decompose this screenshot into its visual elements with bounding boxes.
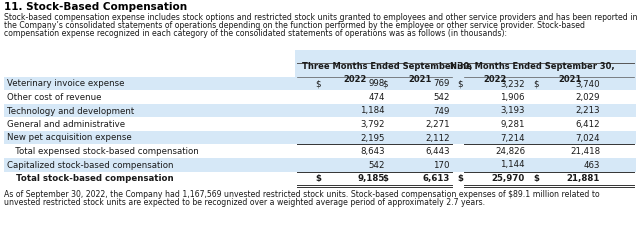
Text: 2,029: 2,029 (575, 93, 600, 102)
Text: New pet acquisition expense: New pet acquisition expense (7, 134, 132, 143)
Text: 25,970: 25,970 (492, 174, 525, 183)
Text: unvested restricted stock units are expected to be recognized over a weighted av: unvested restricted stock units are expe… (4, 197, 485, 207)
Text: Stock-based compensation expense includes stock options and restricted stock uni: Stock-based compensation expense include… (4, 13, 637, 22)
Text: 6,613: 6,613 (422, 174, 450, 183)
Text: 1,184: 1,184 (360, 107, 385, 115)
Bar (295, 50, 636, 77)
Bar (4, 104, 636, 118)
Bar (4, 158, 636, 172)
Text: 542: 542 (433, 93, 450, 102)
Text: $: $ (457, 174, 463, 183)
Bar (4, 131, 636, 145)
Bar (4, 172, 636, 185)
Text: $: $ (533, 174, 539, 183)
Text: 3,740: 3,740 (575, 79, 600, 88)
Text: Capitalized stock-based compensation: Capitalized stock-based compensation (7, 160, 173, 170)
Text: 463: 463 (584, 160, 600, 170)
Text: 2022: 2022 (483, 75, 507, 85)
Text: 9,185: 9,185 (358, 174, 385, 183)
Text: Veterinary invoice expense: Veterinary invoice expense (7, 79, 125, 88)
Text: 2021: 2021 (558, 75, 582, 85)
Text: Three Months Ended September 30,: Three Months Ended September 30, (301, 62, 472, 71)
Text: 1,144: 1,144 (500, 160, 525, 170)
Text: $: $ (382, 174, 388, 183)
Text: 9,281: 9,281 (500, 120, 525, 129)
Text: 769: 769 (434, 79, 450, 88)
Text: Other cost of revenue: Other cost of revenue (7, 93, 102, 102)
Text: 21,418: 21,418 (570, 147, 600, 156)
Bar (4, 77, 636, 90)
Text: 3,792: 3,792 (360, 120, 385, 129)
Text: 21,881: 21,881 (566, 174, 600, 183)
Bar (4, 90, 636, 104)
Text: Total stock-based compensation: Total stock-based compensation (7, 174, 173, 183)
Text: 24,826: 24,826 (495, 147, 525, 156)
Text: 6,443: 6,443 (426, 147, 450, 156)
Text: 8,643: 8,643 (360, 147, 385, 156)
Text: $: $ (533, 79, 538, 88)
Text: 2,195: 2,195 (360, 134, 385, 143)
Text: Technology and development: Technology and development (7, 107, 134, 115)
Text: 749: 749 (434, 107, 450, 115)
Text: compensation expense recognized in each category of the consolidated statements : compensation expense recognized in each … (4, 29, 507, 37)
Text: Total expensed stock-based compensation: Total expensed stock-based compensation (7, 147, 199, 156)
Text: 7,214: 7,214 (500, 134, 525, 143)
Text: $: $ (315, 174, 321, 183)
Bar (4, 145, 636, 158)
Text: 1,906: 1,906 (500, 93, 525, 102)
Text: 3,232: 3,232 (500, 79, 525, 88)
Text: $: $ (457, 79, 463, 88)
Text: 2022: 2022 (343, 75, 367, 85)
Text: 2,213: 2,213 (575, 107, 600, 115)
Text: 474: 474 (369, 93, 385, 102)
Text: 2021: 2021 (408, 75, 432, 85)
Text: 2,271: 2,271 (426, 120, 450, 129)
Text: 2,112: 2,112 (426, 134, 450, 143)
Text: 3,193: 3,193 (500, 107, 525, 115)
Text: General and administrative: General and administrative (7, 120, 125, 129)
Text: $: $ (315, 79, 321, 88)
Text: 7,024: 7,024 (575, 134, 600, 143)
Text: 542: 542 (369, 160, 385, 170)
Text: 11. Stock-Based Compensation: 11. Stock-Based Compensation (4, 2, 187, 12)
Bar (4, 118, 636, 131)
Text: 998: 998 (369, 79, 385, 88)
Text: 6,412: 6,412 (575, 120, 600, 129)
Text: 170: 170 (433, 160, 450, 170)
Text: As of September 30, 2022, the Company had 1,167,569 unvested restricted stock un: As of September 30, 2022, the Company ha… (4, 190, 600, 199)
Text: $: $ (382, 79, 387, 88)
Text: the Company’s consolidated statements of operations depending on the function pe: the Company’s consolidated statements of… (4, 21, 585, 30)
Text: Nine Months Ended September 30,: Nine Months Ended September 30, (450, 62, 614, 71)
